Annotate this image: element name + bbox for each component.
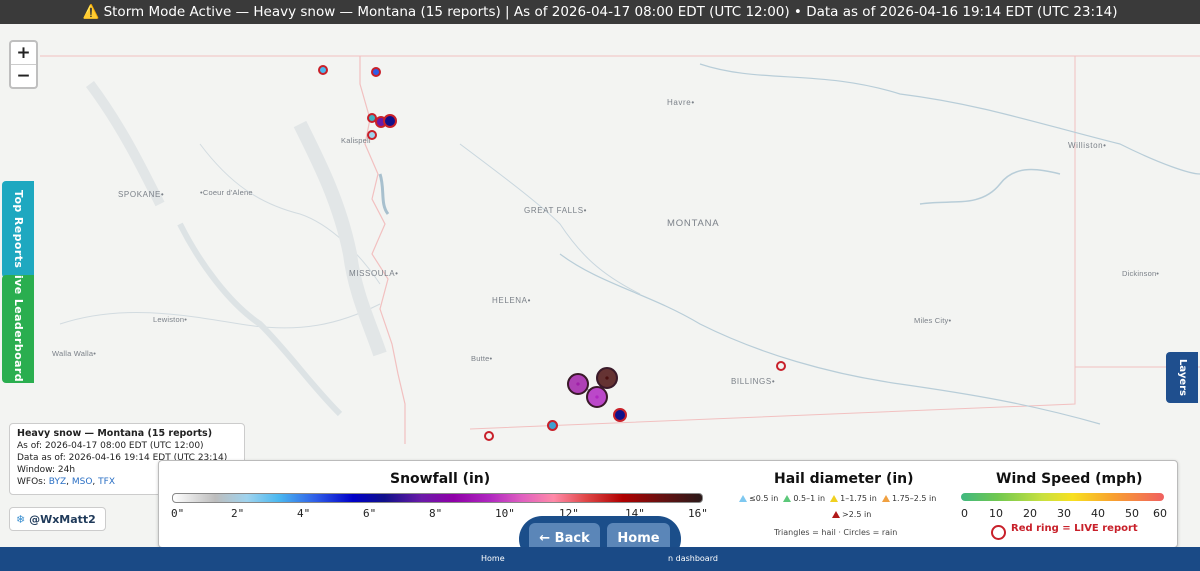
zoom-control: + −: [9, 40, 38, 89]
place-williston: Williston•: [1068, 141, 1107, 150]
triangle-icon: [783, 495, 792, 502]
hail-item-1: ≤0.5 in: [739, 494, 778, 503]
zoom-in-button[interactable]: +: [16, 43, 31, 63]
bottom-dashboard-link[interactable]: n dashboard: [668, 554, 718, 563]
tab-leaderboard[interactable]: ive Leaderboard: [2, 275, 34, 383]
snowfall-tick-label: 10": [495, 507, 515, 520]
summary-title: Heavy snow — Montana (15 reports): [17, 428, 213, 439]
wind-tick-label: 60: [1153, 507, 1167, 520]
hail-item-2: 0.5–1 in: [783, 494, 825, 503]
wind-legend-title: Wind Speed (mph): [996, 471, 1143, 487]
place-billings: BILLINGS•: [731, 377, 776, 386]
wind-tick-label: 10: [989, 507, 1003, 520]
hail-item-5: >2.5 in: [832, 510, 871, 519]
snowfall-tick-label: 4": [297, 507, 311, 520]
triangle-icon: [832, 511, 840, 518]
wfos-label: WFOs:: [17, 477, 46, 487]
storm-mode-banner: ⚠️ Storm Mode Active — Heavy snow — Mont…: [0, 0, 1200, 24]
place-lewiston: Lewiston•: [153, 315, 188, 324]
place-walla-walla: Walla Walla•: [52, 349, 97, 358]
summary-panel: Heavy snow — Montana (15 reports) As of:…: [9, 423, 245, 495]
place-dickinson: Dickinson•: [1122, 269, 1160, 278]
snowfall-tick-label: 0": [171, 507, 185, 520]
wind-tick-label: 40: [1091, 507, 1105, 520]
bottom-home-link[interactable]: Home: [481, 554, 505, 563]
snowfall-legend-title: Snowfall (in): [390, 471, 491, 487]
place-coeur-dalene: •Coeur d'Alene: [200, 188, 253, 197]
triangle-icon: [739, 495, 747, 502]
credit-handle: @WxMatt2: [29, 513, 96, 526]
snowfall-tick-label: 8": [429, 507, 443, 520]
place-great-falls: GREAT FALLS•: [524, 206, 588, 215]
snow-report-marker[interactable]: [318, 65, 328, 75]
summary-window: Window: 24h: [17, 465, 76, 475]
wfo-link-tfx[interactable]: TFX: [98, 477, 115, 487]
hail-legend-title: Hail diameter (in): [774, 471, 914, 487]
snowfall-colorbar: [172, 493, 703, 503]
place-montana: MONTANA: [667, 218, 720, 229]
snow-report-marker[interactable]: [567, 373, 589, 395]
snow-report-marker[interactable]: [613, 408, 627, 422]
hail-items-row2: >2.5 in: [832, 510, 871, 519]
snow-report-marker[interactable]: [546, 419, 558, 431]
credit-badge[interactable]: ❄ @WxMatt2: [9, 507, 106, 531]
tab-top-reports[interactable]: Top Reports: [2, 181, 34, 278]
wfo-link-byz[interactable]: BYZ: [48, 477, 67, 487]
layers-button[interactable]: Layers: [1166, 352, 1198, 403]
place-kalispell: Kalispell: [341, 136, 371, 145]
wind-tick-label: 50: [1125, 507, 1139, 520]
bottom-bar: Home n dashboard: [0, 547, 1200, 571]
place-helena: HELENA•: [492, 296, 532, 305]
snow-report-marker[interactable]: [586, 386, 608, 408]
zoom-out-button[interactable]: −: [11, 64, 36, 87]
live-report-note: Red ring = LIVE report: [1011, 523, 1138, 534]
snow-report-marker[interactable]: [367, 130, 377, 140]
place-miles-city: Miles City•: [914, 316, 952, 325]
snowfall-tick-label: 2": [231, 507, 245, 520]
snow-report-marker[interactable]: [596, 367, 618, 389]
place-havre: Havre•: [667, 98, 695, 107]
place-missoula: MISSOULA•: [349, 269, 399, 278]
snowfall-tick-label: 6": [363, 507, 377, 520]
wfo-link-mso[interactable]: MSO: [71, 477, 93, 487]
snowflake-icon: ❄: [16, 513, 26, 526]
snow-report-marker[interactable]: [383, 114, 397, 128]
triangle-icon: [830, 495, 839, 502]
wind-tick-label: 0: [961, 507, 968, 520]
summary-wfos: WFOs: BYZ, MSO, TFX: [17, 477, 115, 487]
snow-report-marker[interactable]: [371, 67, 381, 77]
hail-note: Triangles = hail · Circles = rain: [774, 528, 898, 537]
summary-as-of: As of: 2026-04-17 08:00 EDT (UTC 12:00): [17, 441, 204, 451]
wind-tick-label: 30: [1057, 507, 1071, 520]
place-butte: Butte•: [471, 354, 493, 363]
live-report-marker[interactable]: [776, 361, 786, 371]
summary-data-as-of: Data as of: 2026-04-16 19:14 EDT (UTC 23…: [17, 453, 228, 463]
hail-items-row1: ≤0.5 in 0.5–1 in 1–1.75 in 1.75–2.5 in: [739, 494, 936, 503]
live-ring-icon: [991, 525, 1006, 540]
hail-item-3: 1–1.75 in: [830, 494, 877, 503]
triangle-icon: [881, 495, 890, 502]
hail-item-4: 1.75–2.5 in: [881, 494, 936, 503]
wind-colorbar: [961, 493, 1164, 501]
snowfall-tick-label: 16": [688, 507, 708, 520]
wind-tick-label: 20: [1023, 507, 1037, 520]
place-spokane: SPOKANE•: [118, 190, 165, 199]
live-report-marker[interactable]: [484, 431, 494, 441]
